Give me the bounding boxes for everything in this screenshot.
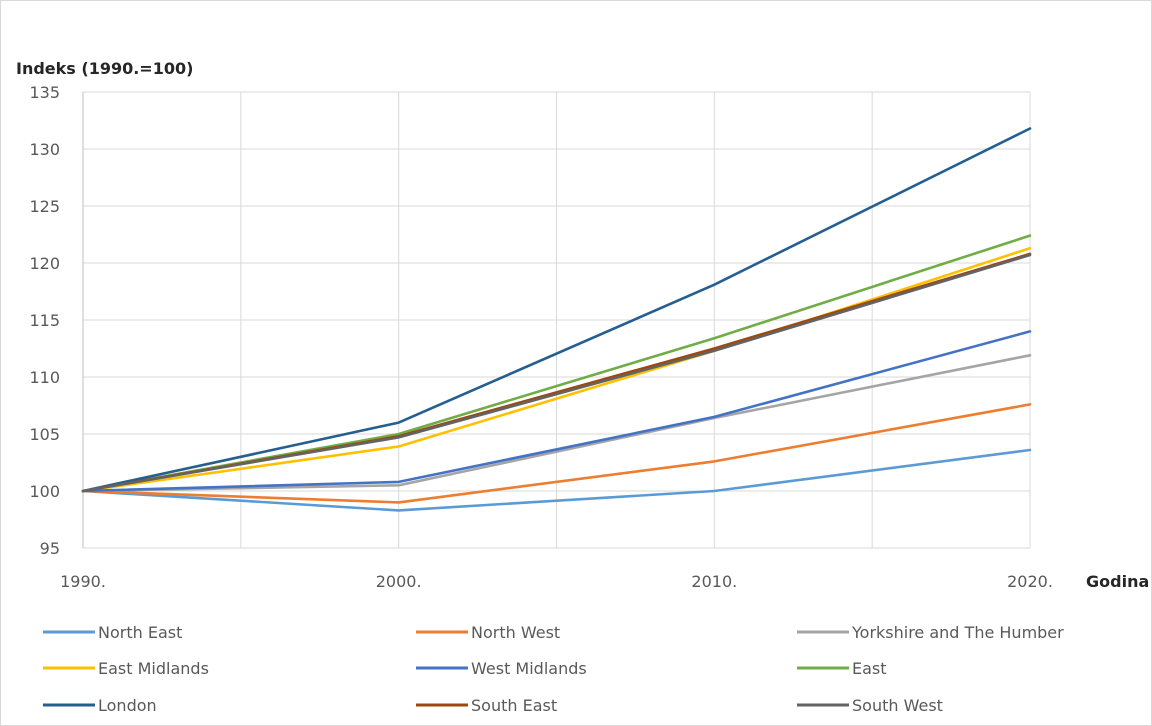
series-line bbox=[81, 246, 1032, 493]
series-line bbox=[81, 353, 1032, 493]
series-line bbox=[81, 127, 1032, 493]
series-lines bbox=[81, 127, 1032, 512]
legend-label: Yorkshire and The Humber bbox=[851, 623, 1064, 642]
series-line bbox=[81, 448, 1032, 512]
x-axis-title: Godina bbox=[1086, 572, 1149, 591]
y-tick-label: 135 bbox=[29, 83, 60, 102]
x-tick-label: 1990. bbox=[60, 572, 106, 591]
legend-item: Yorkshire and The Humber bbox=[797, 623, 1064, 642]
y-axis-title: Indeks (1990.=100) bbox=[16, 59, 193, 78]
y-tick-label: 110 bbox=[29, 368, 60, 387]
legend-item: East bbox=[797, 659, 887, 678]
x-axis-ticks: 1990. 2000. 2010. 2020. bbox=[60, 572, 1053, 591]
series-line bbox=[81, 253, 1032, 493]
x-tick-label: 2000. bbox=[376, 572, 422, 591]
legend-label: South East bbox=[471, 696, 557, 715]
legend-label: West Midlands bbox=[471, 659, 587, 678]
y-tick-label: 105 bbox=[29, 425, 60, 444]
y-tick-label: 95 bbox=[40, 539, 60, 558]
legend-item: West Midlands bbox=[416, 659, 587, 678]
legend-label: North West bbox=[471, 623, 560, 642]
legend-item: North West bbox=[416, 623, 560, 642]
y-tick-label: 125 bbox=[29, 197, 60, 216]
legend-label: London bbox=[98, 696, 157, 715]
gridlines bbox=[82, 91, 1031, 549]
legend-item: South East bbox=[416, 696, 557, 715]
legend-label: East bbox=[852, 659, 887, 678]
legend-label: East Midlands bbox=[98, 659, 209, 678]
legend-item: North East bbox=[43, 623, 182, 642]
legend: North East North West Yorkshire and The Hu… bbox=[43, 623, 1064, 715]
y-axis-ticks: 95 100 105 110 115 120 125 130 135 bbox=[29, 83, 60, 558]
series-line bbox=[81, 330, 1032, 493]
legend-item: London bbox=[43, 696, 157, 715]
y-tick-label: 130 bbox=[29, 140, 60, 159]
y-tick-label: 100 bbox=[29, 482, 60, 501]
y-tick-label: 120 bbox=[29, 254, 60, 273]
series-line bbox=[81, 403, 1032, 504]
legend-label: North East bbox=[98, 623, 182, 642]
legend-item: South West bbox=[797, 696, 943, 715]
y-tick-label: 115 bbox=[29, 311, 60, 330]
legend-item: East Midlands bbox=[43, 659, 209, 678]
x-tick-label: 2020. bbox=[1007, 572, 1053, 591]
x-tick-label: 2010. bbox=[691, 572, 737, 591]
legend-label: South West bbox=[852, 696, 943, 715]
